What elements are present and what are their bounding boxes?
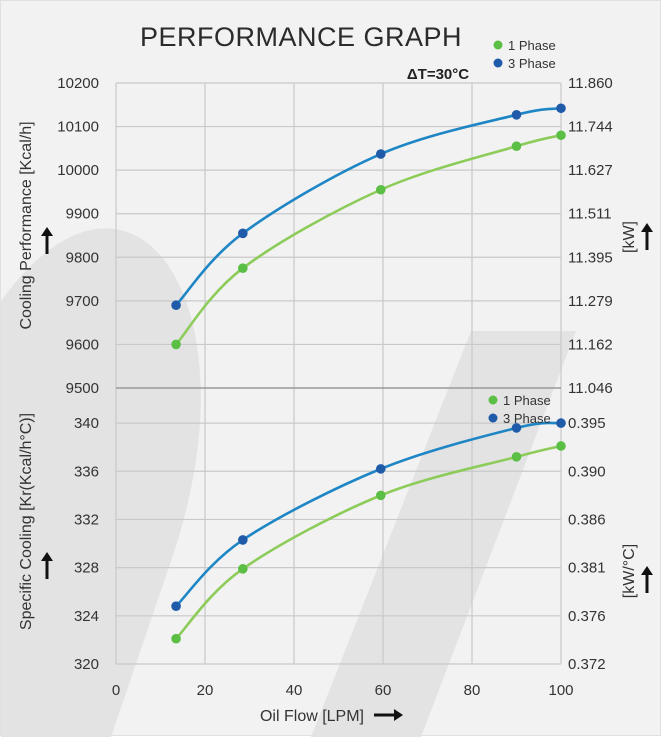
x-axis-label: Oil Flow [LPM]	[260, 708, 364, 725]
x-tick-label: 80	[464, 682, 481, 699]
y-right-tick-label: 11.046	[568, 380, 613, 397]
x-tick-label: 20	[197, 682, 214, 699]
y-left-tick-label: 336	[74, 463, 99, 480]
series-line-3-phase	[175, 421, 562, 608]
legend-entry: 3 Phase	[503, 411, 551, 426]
y-left-tick-label: 324	[74, 608, 99, 625]
y-right-tick-label: 11.279	[568, 293, 613, 310]
y-right-tick-label: 11.744	[568, 119, 613, 136]
x-tick-label: 100	[548, 682, 573, 699]
legend-marker	[493, 58, 503, 68]
y-right-tick-label: 11.627	[568, 162, 613, 179]
x-tick-label: 0	[112, 682, 120, 699]
data-point-1-phase	[238, 263, 248, 273]
plot-layer: PERFORMANCE GRAPH ΔT=30°C 0 20 40 60 80 100 Oil …	[18, 22, 653, 725]
y-right-axis-arrowhead	[641, 566, 653, 575]
y-right-tick-label: 0.376	[568, 608, 606, 625]
delta-t-annotation: ΔT=30°C	[407, 66, 469, 83]
y-left-tick-label: 332	[74, 511, 99, 528]
y-left-tick-label: 9800	[66, 249, 99, 266]
data-point-1-phase	[375, 490, 386, 501]
y-left-tick-label: 9700	[66, 293, 99, 310]
y-right-axis-label: [kW/°C]	[621, 544, 638, 598]
legend-entry: 1 Phase	[503, 393, 551, 408]
watermark-shape-left	[1, 228, 201, 737]
y-right-tick-label: 11.162	[568, 336, 613, 353]
y-right-tick-label: 11.860	[568, 75, 613, 92]
y-right-tick-label: 0.386	[568, 511, 606, 528]
y-right-axis-label: [kW]	[621, 221, 638, 253]
data-point-1-phase	[556, 441, 566, 451]
legend-entry: 1 Phase	[508, 38, 556, 53]
y-left-axis-label: Specific Cooling [Kr(Kcal/h°C)]	[18, 413, 35, 630]
y-right-axis-arrowhead	[641, 223, 653, 232]
legend-marker	[488, 395, 498, 405]
legend-entry: 3 Phase	[508, 56, 556, 71]
y-left-tick-label: 10200	[57, 75, 99, 92]
watermark-logo	[1, 228, 576, 737]
data-point-3-phase	[511, 110, 522, 120]
data-point-3-phase	[556, 103, 566, 114]
y-left-tick-label: 9900	[66, 206, 99, 223]
y-left-tick-label: 10100	[57, 119, 99, 136]
data-point-3-phase	[171, 601, 181, 611]
data-point-3-phase	[171, 300, 181, 311]
data-point-1-phase	[171, 339, 181, 350]
legend-marker	[493, 40, 503, 50]
data-point-1-phase	[556, 130, 566, 141]
data-point-3-phase	[556, 418, 566, 428]
y-left-tick-label: 320	[74, 656, 99, 673]
data-point-3-phase	[375, 149, 386, 159]
y-left-axis-label: Cooling Performance [Kcal/h]	[18, 121, 35, 329]
watermark-shape-right	[311, 331, 576, 737]
series-line-1-phase	[175, 444, 562, 640]
data-point-3-phase	[511, 423, 522, 433]
y-right-tick-label: 0.381	[568, 560, 606, 577]
data-point-3-phase	[375, 464, 386, 474]
y-right-tick-label: 0.395	[568, 415, 606, 432]
series-line-3-phase	[175, 106, 562, 307]
data-point-3-phase	[238, 535, 248, 545]
y-right-tick-label: 11.395	[568, 249, 613, 266]
data-point-1-phase	[171, 633, 181, 644]
y-left-tick-label: 9600	[66, 336, 99, 353]
y-left-tick-label: 328	[74, 560, 99, 577]
data-point-1-phase	[511, 452, 522, 462]
y-right-tick-label: 0.372	[568, 656, 606, 673]
chart-title: PERFORMANCE GRAPH	[140, 22, 462, 52]
y-left-axis-arrowhead	[41, 552, 53, 561]
y-right-tick-label: 0.390	[568, 463, 606, 480]
data-point-1-phase	[375, 184, 386, 195]
x-tick-label: 40	[286, 682, 303, 699]
x-tick-label: 60	[375, 682, 392, 699]
y-left-tick-label: 340	[74, 415, 99, 432]
x-axis-arrowhead	[394, 709, 403, 721]
y-left-tick-label: 9500	[66, 380, 99, 397]
y-left-tick-label: 10000	[57, 162, 99, 179]
data-point-1-phase	[511, 141, 522, 151]
legend-marker	[488, 413, 498, 423]
y-right-tick-label: 11.511	[568, 206, 612, 223]
data-point-3-phase	[238, 228, 248, 239]
data-point-1-phase	[238, 564, 248, 574]
y-left-axis-arrowhead	[41, 227, 53, 236]
